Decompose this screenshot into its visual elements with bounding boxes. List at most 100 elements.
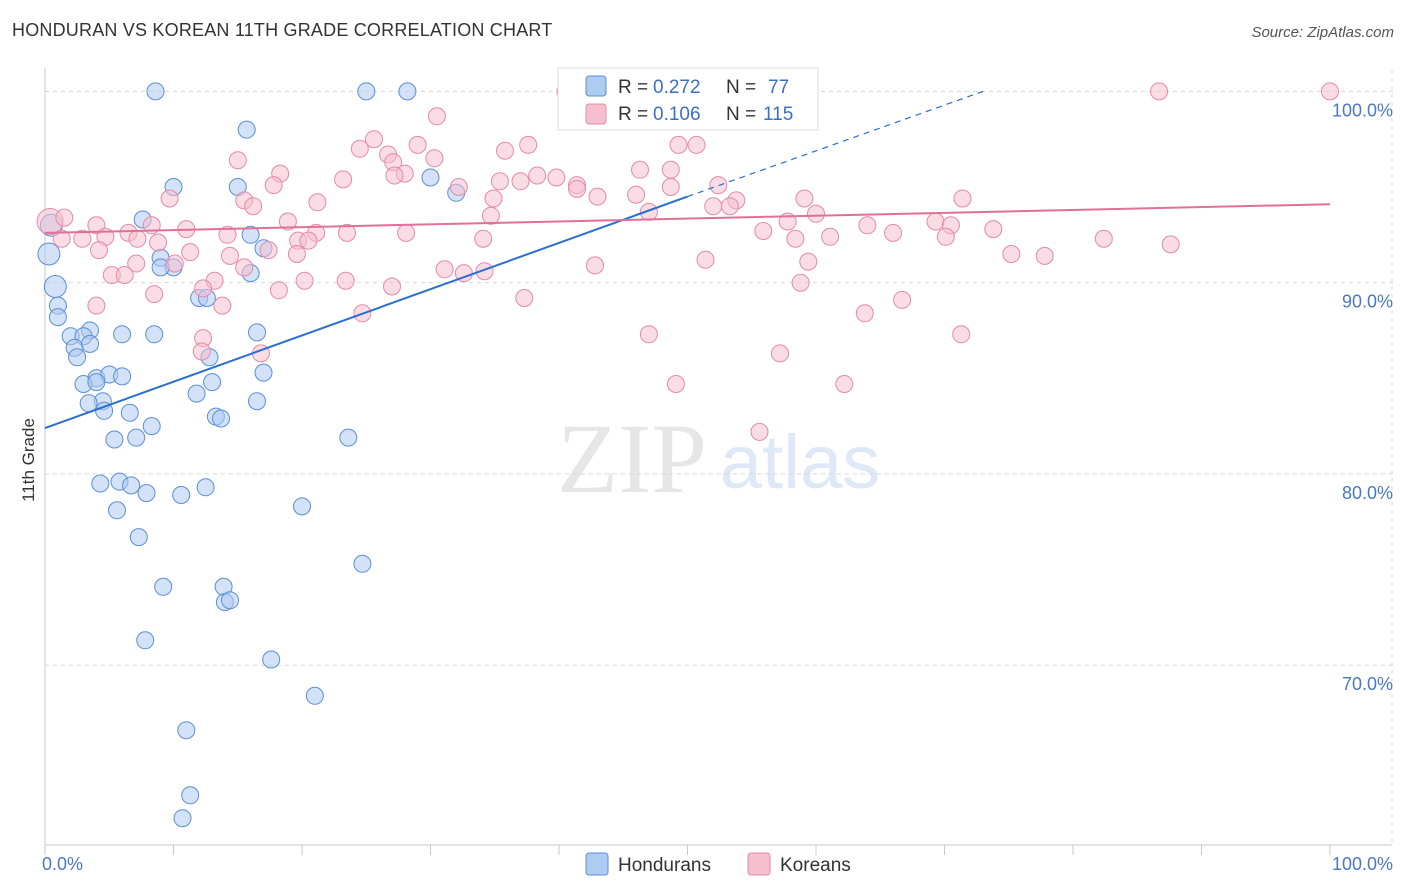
point-honduran-53: [91, 474, 110, 493]
point-korean-102: [791, 273, 810, 292]
legend-n-label-2: N =: [726, 104, 756, 125]
source-label: Source: ZipAtlas.com: [1251, 24, 1394, 41]
point-korean-75: [884, 223, 903, 242]
point-korean-35: [484, 189, 503, 208]
point-honduran-14: [241, 225, 260, 244]
point-honduran-63: [154, 577, 173, 596]
point-korean-44: [720, 197, 739, 216]
points-layer: [36, 82, 1339, 828]
y-axis-title: 11th Grade: [19, 418, 38, 502]
point-honduran-44: [248, 392, 266, 411]
point-korean-79: [221, 246, 239, 265]
point-honduran-57: [172, 486, 191, 504]
point-korean-87: [435, 260, 454, 279]
point-korean-63: [52, 229, 71, 248]
point-korean-21: [511, 172, 530, 191]
point-korean-58: [926, 212, 945, 231]
point-korean-8: [496, 141, 514, 160]
point-korean-19: [528, 166, 547, 185]
point-honduran-46: [120, 403, 139, 422]
point-honduran-72: [173, 809, 192, 828]
point-honduran-60: [293, 497, 311, 516]
point-korean-71: [474, 229, 493, 248]
y-tick-label-3: 70.0%: [1342, 674, 1393, 694]
point-honduran-31: [81, 334, 99, 353]
point-honduran-68: [262, 650, 281, 669]
x-tick-label-1: 100.0%: [1332, 854, 1393, 874]
point-korean-85: [336, 271, 355, 290]
point-korean-80: [259, 241, 278, 260]
legend-swatch-koreans: [585, 103, 607, 125]
point-honduran-1: [357, 82, 376, 101]
point-korean-67: [149, 233, 168, 252]
point-honduran-66: [221, 591, 239, 610]
point-honduran-40: [187, 384, 206, 403]
point-korean-61: [1094, 229, 1113, 248]
point-korean-108: [855, 304, 874, 323]
point-korean-53: [338, 223, 356, 242]
point-korean-3: [427, 107, 446, 126]
point-honduran-59: [108, 501, 126, 520]
point-honduran-2: [398, 82, 417, 101]
point-honduran-17: [43, 275, 67, 298]
point-korean-101: [269, 281, 288, 300]
point-korean-34: [308, 193, 327, 212]
point-korean-23: [631, 160, 649, 179]
point-honduran-61: [129, 528, 148, 547]
point-korean-74: [821, 227, 840, 246]
point-korean-38: [704, 197, 723, 216]
point-honduran-39: [87, 373, 106, 392]
legend-r-value-1: 0.272: [653, 77, 701, 98]
point-korean-73: [786, 229, 805, 248]
point-honduran-29: [248, 323, 266, 342]
point-honduran-28: [145, 325, 164, 344]
point-korean-106: [213, 296, 232, 315]
point-korean-77: [90, 241, 108, 260]
point-korean-78: [181, 243, 200, 262]
point-korean-10: [669, 135, 688, 154]
point-korean-114: [771, 344, 789, 363]
x-tick-labels: 0.0% 100.0%: [42, 854, 1393, 874]
point-korean-70: [299, 231, 318, 250]
x-tick-label-0: 0.0%: [42, 854, 83, 874]
series-legend: Hondurans Koreans: [585, 852, 851, 876]
point-korean-1: [1150, 82, 1169, 101]
point-korean-9: [519, 135, 538, 154]
point-honduran-8: [421, 168, 440, 187]
trend-line-hondurans-extension: [687, 90, 984, 198]
legend-r-label-2: R =: [618, 104, 648, 125]
point-korean-22: [547, 168, 566, 187]
point-korean-26: [490, 172, 509, 191]
point-korean-54: [397, 223, 416, 242]
point-korean-17: [334, 170, 353, 189]
point-korean-91: [696, 250, 715, 269]
point-korean-11: [687, 135, 706, 154]
point-korean-46: [55, 208, 74, 227]
point-honduran-62: [353, 554, 372, 573]
trend-line-hondurans: [44, 195, 688, 429]
point-korean-25: [449, 178, 468, 196]
bottom-legend-label-hondurans: Hondurans: [618, 855, 711, 876]
legend-n-value-2: 115: [763, 104, 793, 125]
point-korean-14: [425, 149, 444, 168]
point-korean-94: [1035, 246, 1054, 265]
point-korean-82: [127, 254, 146, 273]
point-korean-72: [754, 222, 773, 240]
point-korean-112: [192, 342, 211, 361]
point-korean-51: [278, 212, 297, 231]
watermark-zip: ZIP: [557, 403, 707, 514]
point-korean-28: [709, 176, 728, 195]
point-honduran-67: [136, 631, 155, 650]
point-korean-100: [194, 279, 213, 298]
trend-line-koreans: [44, 203, 1331, 234]
bottom-legend-label-koreans: Koreans: [780, 855, 851, 876]
point-honduran-56: [137, 484, 156, 503]
trend-layer: [44, 90, 1331, 429]
point-korean-32: [244, 197, 263, 216]
point-korean-43: [953, 189, 972, 208]
point-honduran-36: [113, 367, 132, 386]
legend-r-value-2: 0.106: [653, 104, 701, 125]
point-honduran-52: [339, 428, 358, 447]
point-korean-116: [835, 375, 854, 393]
point-korean-96: [115, 266, 134, 284]
